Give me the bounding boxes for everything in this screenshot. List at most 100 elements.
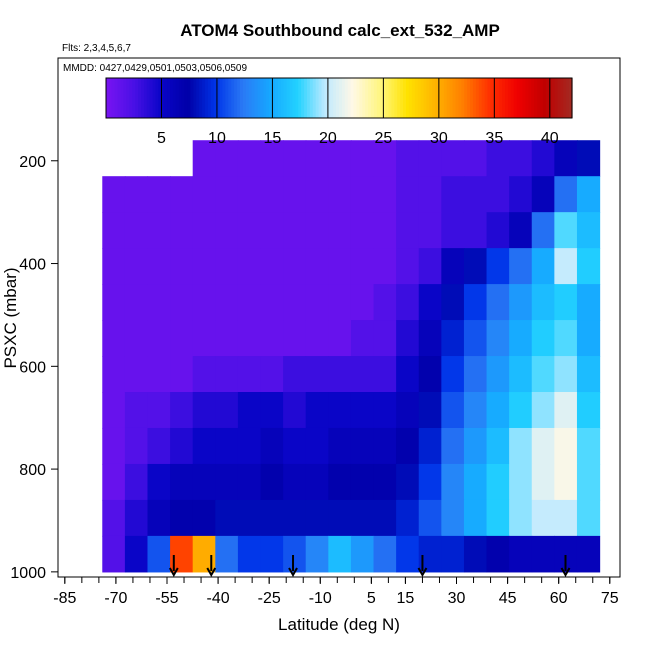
heatmap-cell: [441, 427, 465, 465]
colorbar-segment: [353, 78, 358, 118]
heatmap-cell: [531, 499, 555, 537]
heatmap-cell: [260, 535, 284, 573]
heatmap-cell: [418, 212, 442, 249]
heatmap-cell: [418, 176, 442, 213]
colorbar-segment: [519, 78, 524, 118]
heatmap-cell: [531, 140, 555, 177]
colorbar-segment: [560, 78, 564, 118]
heatmap-cell: [554, 320, 578, 357]
colorbar-segment: [368, 78, 372, 118]
heatmap-cell: [260, 463, 284, 501]
heatmap-cell: [350, 248, 375, 285]
heatmap-cell: [124, 176, 149, 213]
colorbar-segment: [403, 78, 407, 118]
heatmap-cell: [283, 176, 307, 213]
colorbar-segment: [193, 78, 197, 118]
colorbar-segment: [531, 78, 535, 118]
heatmap-cell: [373, 320, 397, 357]
heatmap-cell: [124, 320, 149, 357]
heatmap-cell: [124, 392, 149, 429]
colorbar-segment: [339, 78, 343, 118]
heatmap-cell: [463, 284, 488, 321]
heatmap-cell: [441, 356, 465, 393]
colorbar-segment: [542, 78, 547, 118]
colorbar-segment: [301, 78, 305, 118]
heatmap-cell: [486, 248, 510, 285]
colorbar-segment: [475, 78, 480, 118]
heatmap-cell: [260, 284, 284, 321]
colorbar-segment: [336, 78, 340, 118]
heatmap-cell: [237, 427, 262, 465]
x-axis-tick-label: 5: [367, 590, 376, 607]
heatmap-cell: [237, 284, 262, 321]
heatmap-cell: [531, 176, 555, 213]
heatmap-cell: [350, 212, 375, 249]
colorbar-segment: [461, 78, 465, 118]
heatmap-cell: [147, 427, 171, 465]
heatmap-cell: [328, 320, 352, 357]
heatmap-cell: [260, 176, 284, 213]
colorbar-segment: [321, 78, 326, 118]
heatmap-cell: [509, 176, 533, 213]
colorbar-segment: [554, 78, 559, 118]
colorbar-tick-label: 10: [208, 130, 226, 147]
colorbar-segment: [242, 78, 247, 118]
heatmap-cell: [373, 499, 397, 537]
heatmap-cell: [102, 356, 126, 393]
heatmap-cell: [260, 320, 284, 357]
heatmap-cell: [418, 248, 442, 285]
heatmap-cell: [102, 212, 126, 249]
colorbar-segment: [563, 78, 567, 118]
heatmap-cell: [102, 320, 126, 357]
heatmap-cell: [554, 499, 578, 537]
heatmap-cell: [192, 140, 216, 177]
colorbar-segment: [187, 78, 192, 118]
heatmap-cell: [554, 176, 578, 213]
heatmap-cell: [328, 284, 352, 321]
flights-subtitle: Flts: 2,3,4,5,6,7: [62, 43, 131, 54]
colorbar-segment: [216, 78, 221, 118]
heatmap-cell: [554, 463, 578, 501]
colorbar-segment: [306, 78, 311, 118]
colorbar-segment: [551, 78, 556, 118]
heatmap-cell: [576, 320, 601, 357]
colorbar-segment: [505, 78, 509, 118]
colorbar-segment: [254, 78, 259, 118]
y-axis-tick-label: 1000: [10, 565, 46, 582]
heatmap-cell: [463, 463, 488, 501]
colorbar-segment: [292, 78, 296, 118]
colorbar-segment: [458, 78, 462, 118]
colorbar-segment: [237, 78, 241, 118]
heatmap-cell: [305, 140, 329, 177]
heatmap-cell: [237, 212, 262, 249]
heatmap-cell: [283, 356, 307, 393]
heatmap-cell: [237, 320, 262, 357]
colorbar-segment: [499, 78, 503, 118]
heatmap-cell: [463, 499, 488, 537]
heatmap-cell: [509, 356, 533, 393]
colorbar-segment: [158, 78, 162, 118]
heatmap-cell: [576, 392, 601, 429]
colorbar-segment: [170, 78, 174, 118]
heatmap-cell: [124, 284, 149, 321]
heatmap-cell: [170, 212, 194, 249]
colorbar-segment: [365, 78, 369, 118]
heatmap-cell: [260, 392, 284, 429]
heatmap-cell: [554, 212, 578, 249]
colorbar-segment: [432, 78, 436, 118]
colorbar-segment: [181, 78, 186, 118]
colorbar-segment: [350, 78, 355, 118]
colorbar-segment: [324, 78, 328, 118]
colorbar-segment: [309, 78, 314, 118]
chart-title: ATOM4 Southbound calc_ext_532_AMP: [180, 21, 500, 40]
colorbar-segment: [272, 78, 276, 118]
heatmap-cell: [328, 140, 352, 177]
heatmap-cell: [102, 392, 126, 429]
heatmap-cell: [486, 427, 510, 465]
colorbar-segment: [248, 78, 253, 118]
x-axis-tick-label: 45: [499, 590, 517, 607]
colorbar-segment: [333, 78, 337, 118]
heatmap-cell: [283, 499, 307, 537]
heatmap-cell: [305, 535, 329, 573]
colorbar-segment: [376, 78, 381, 118]
